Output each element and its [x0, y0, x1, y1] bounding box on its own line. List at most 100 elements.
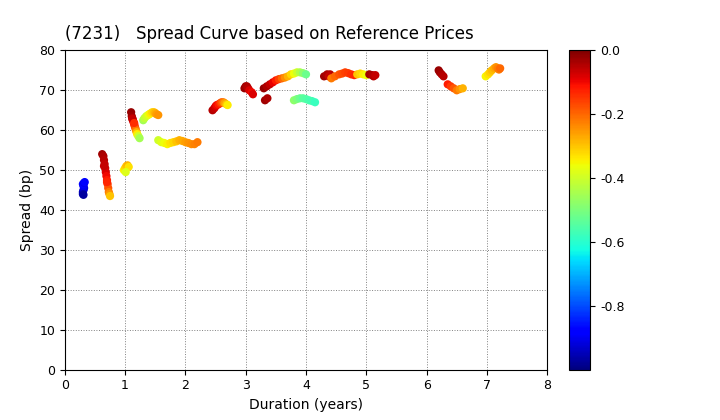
Point	[120, 165, 131, 171]
Point	[140, 113, 152, 120]
Point	[276, 75, 288, 81]
X-axis label: Duration (years): Duration (years)	[249, 398, 363, 412]
Point	[126, 113, 138, 120]
Point	[436, 71, 447, 78]
Point	[101, 173, 112, 179]
Point	[143, 111, 155, 118]
Point	[171, 138, 182, 145]
Point	[139, 115, 150, 121]
Point	[120, 163, 132, 169]
Point	[132, 133, 144, 139]
Point	[168, 139, 179, 145]
Point	[102, 177, 113, 184]
Point	[118, 167, 130, 173]
Point	[123, 163, 135, 170]
Point	[131, 129, 143, 136]
Point	[282, 73, 294, 80]
Point	[148, 109, 160, 116]
Point	[79, 178, 91, 185]
Point	[211, 102, 222, 108]
Point	[161, 141, 173, 147]
Point	[145, 110, 156, 117]
Point	[216, 99, 228, 105]
Point	[98, 153, 109, 160]
Point	[490, 64, 502, 71]
Point	[78, 192, 89, 198]
Point	[103, 189, 114, 195]
Point	[130, 125, 141, 131]
Point	[217, 99, 229, 105]
Point	[77, 189, 89, 195]
Point	[138, 117, 149, 123]
Point	[222, 102, 233, 108]
Point	[351, 71, 363, 78]
Point	[134, 135, 145, 142]
Point	[77, 191, 89, 197]
Point	[102, 185, 114, 192]
Point	[306, 98, 318, 105]
Point	[348, 72, 360, 79]
Point	[183, 139, 194, 146]
Point	[156, 139, 167, 145]
Text: (7231)   Spread Curve based on Reference Prices: (7231) Spread Curve based on Reference P…	[65, 25, 474, 43]
Point	[130, 127, 142, 134]
Point	[243, 87, 255, 94]
Y-axis label: Spread (bp): Spread (bp)	[19, 169, 34, 251]
Point	[100, 169, 112, 176]
Point	[189, 141, 200, 147]
Point	[129, 123, 140, 129]
Point	[78, 185, 90, 192]
Point	[329, 73, 341, 80]
Point	[158, 139, 170, 146]
Point	[104, 191, 115, 197]
Point	[264, 81, 276, 88]
Point	[153, 112, 164, 118]
Point	[448, 85, 459, 92]
Point	[484, 69, 495, 76]
Point	[150, 111, 162, 118]
Point	[215, 100, 226, 106]
Point	[291, 69, 302, 76]
Point	[213, 101, 225, 108]
Point	[482, 71, 494, 78]
Point	[176, 138, 188, 144]
Point	[131, 131, 143, 137]
Point	[297, 95, 309, 102]
Point	[333, 71, 345, 78]
Point	[243, 85, 254, 92]
Point	[434, 69, 446, 76]
Point	[358, 71, 369, 78]
Point	[261, 83, 273, 89]
Point	[127, 116, 138, 122]
Point	[343, 70, 354, 76]
Point	[247, 91, 258, 97]
Point	[78, 186, 89, 193]
Point	[336, 70, 348, 77]
Point	[300, 96, 312, 102]
Point	[77, 181, 89, 187]
Point	[98, 163, 109, 169]
Point	[127, 119, 139, 126]
Point	[288, 97, 300, 104]
Point	[445, 83, 456, 89]
Point	[258, 85, 269, 92]
Point	[495, 65, 506, 72]
Point	[143, 112, 154, 118]
Point	[104, 193, 116, 199]
Point	[209, 105, 220, 112]
Point	[174, 137, 185, 144]
Point	[310, 99, 321, 105]
Point	[78, 183, 89, 189]
Point	[146, 109, 158, 116]
Point	[488, 65, 500, 72]
Point	[270, 77, 282, 84]
Point	[297, 70, 309, 76]
Point	[285, 71, 297, 78]
Point	[318, 73, 330, 80]
Point	[259, 97, 271, 104]
Point	[480, 73, 492, 80]
Point	[96, 151, 108, 158]
Point	[279, 74, 291, 81]
Point	[294, 69, 306, 76]
Point	[78, 179, 90, 186]
